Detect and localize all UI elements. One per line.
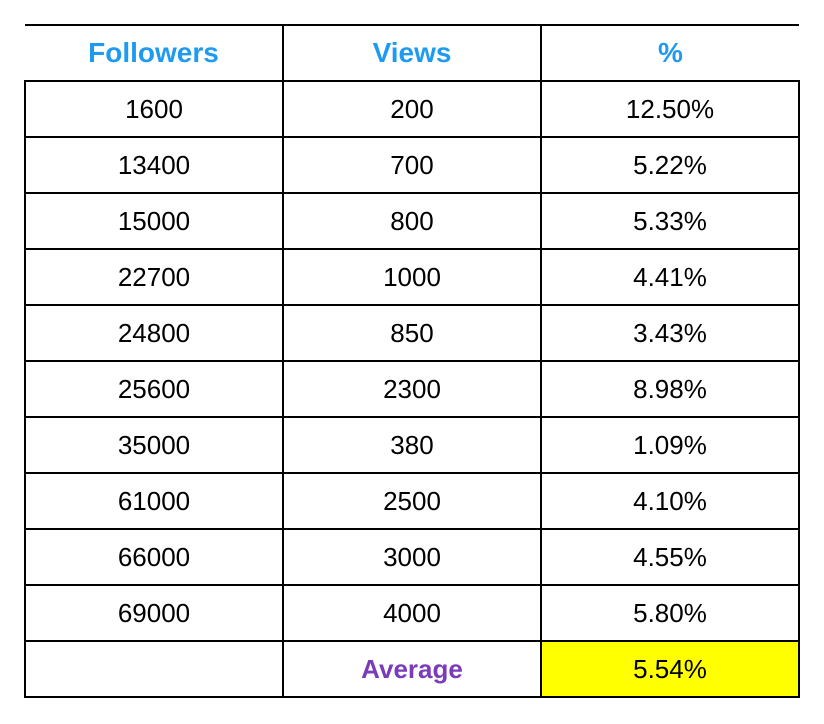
cell-percent: 1.09% (541, 417, 799, 473)
cell-followers: 13400 (25, 137, 283, 193)
cell-percent: 4.10% (541, 473, 799, 529)
cell-percent: 5.80% (541, 585, 799, 641)
table-row: 25600 2300 8.98% (25, 361, 799, 417)
cell-followers: 69000 (25, 585, 283, 641)
cell-views: 1000 (283, 249, 541, 305)
cell-views: 2300 (283, 361, 541, 417)
col-header-percent: % (541, 25, 799, 81)
cell-followers: 15000 (25, 193, 283, 249)
cell-views: 2500 (283, 473, 541, 529)
cell-views: 380 (283, 417, 541, 473)
cell-percent: 4.41% (541, 249, 799, 305)
cell-views: 200 (283, 81, 541, 137)
table-row: 61000 2500 4.10% (25, 473, 799, 529)
col-header-views: Views (283, 25, 541, 81)
cell-percent: 3.43% (541, 305, 799, 361)
col-header-followers: Followers (25, 25, 283, 81)
footer-average-label: Average (283, 641, 541, 697)
cell-followers: 22700 (25, 249, 283, 305)
table-row: 13400 700 5.22% (25, 137, 799, 193)
cell-percent: 12.50% (541, 81, 799, 137)
table-row: 15000 800 5.33% (25, 193, 799, 249)
table-row: 35000 380 1.09% (25, 417, 799, 473)
cell-followers: 24800 (25, 305, 283, 361)
cell-followers: 61000 (25, 473, 283, 529)
cell-percent: 4.55% (541, 529, 799, 585)
cell-percent: 8.98% (541, 361, 799, 417)
cell-views: 700 (283, 137, 541, 193)
cell-percent: 5.33% (541, 193, 799, 249)
cell-percent: 5.22% (541, 137, 799, 193)
table-header-row: Followers Views % (25, 25, 799, 81)
cell-views: 800 (283, 193, 541, 249)
table-row: 66000 3000 4.55% (25, 529, 799, 585)
cell-views: 850 (283, 305, 541, 361)
cell-views: 3000 (283, 529, 541, 585)
cell-followers: 66000 (25, 529, 283, 585)
cell-views: 4000 (283, 585, 541, 641)
table-row: 1600 200 12.50% (25, 81, 799, 137)
footer-average-value: 5.54% (541, 641, 799, 697)
table-row: 24800 850 3.43% (25, 305, 799, 361)
followers-views-table: Followers Views % 1600 200 12.50% 13400 … (24, 24, 800, 698)
cell-followers: 25600 (25, 361, 283, 417)
table-footer-row: Average 5.54% (25, 641, 799, 697)
table-row: 69000 4000 5.80% (25, 585, 799, 641)
table-row: 22700 1000 4.41% (25, 249, 799, 305)
cell-followers: 35000 (25, 417, 283, 473)
table-body: 1600 200 12.50% 13400 700 5.22% 15000 80… (25, 81, 799, 697)
cell-followers: 1600 (25, 81, 283, 137)
footer-empty-cell (25, 641, 283, 697)
